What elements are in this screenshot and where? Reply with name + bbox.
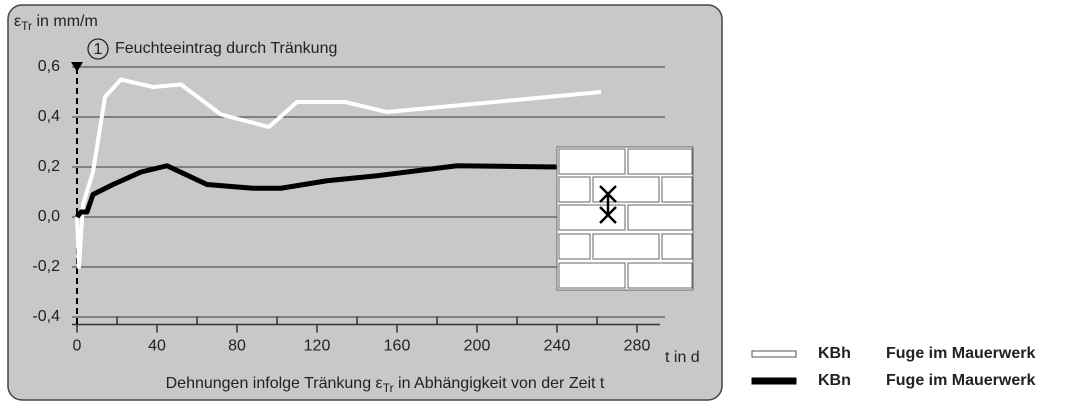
caption: Dehnungen infolge Tränkung εTr in Abhäng…: [166, 375, 605, 395]
brick-icon: [556, 146, 694, 291]
x-tick-label: 40: [148, 338, 166, 355]
annotation-circle: [87, 38, 109, 60]
panel: [7, 4, 723, 401]
y-tick-label: 0,2: [38, 158, 60, 175]
line-series: [75, 77, 602, 269]
annotation-arrow: [71, 62, 83, 72]
legend: KBh Fuge im Mauerwerk KBn Fuge im Mauerwerk: [751, 345, 1035, 389]
y-axis-label: εTr in mm/m: [14, 13, 98, 33]
x-tick-label: 200: [464, 338, 491, 355]
legend-label: KBh: [818, 345, 851, 362]
x-tick-label: 280: [624, 338, 651, 355]
plot: 0,6 0,4 0,2 0,0 -0,2 -0,4 0 40 80 120 160 200 240 280…: [32, 38, 665, 355]
y-tick-label: -0,4: [32, 308, 60, 325]
x-tick-label: 120: [304, 338, 331, 355]
legend-description: Fuge im Mauerwerk: [886, 372, 1035, 389]
line-series: [75, 163, 558, 219]
x-tick-label: 0: [73, 338, 82, 355]
annotation-number: 1: [94, 41, 103, 58]
x-tick-label: 80: [228, 338, 246, 355]
legend-description: Fuge im Mauerwerk: [886, 345, 1035, 362]
y-tick-label: -0,2: [32, 258, 60, 275]
annotation-text: Feuchteeintrag durch Tränkung: [115, 40, 337, 57]
legend-swatch: [751, 377, 797, 385]
x-axis-label: t in d: [665, 349, 700, 366]
x-tick-label: 160: [384, 338, 411, 355]
legend-swatch: [751, 350, 797, 358]
y-tick-label: 0,0: [38, 208, 60, 225]
y-tick-label: 0,6: [38, 58, 60, 75]
y-tick-label: 0,4: [38, 108, 60, 125]
legend-label: KBn: [818, 372, 851, 389]
x-tick-label: 240: [544, 338, 571, 355]
